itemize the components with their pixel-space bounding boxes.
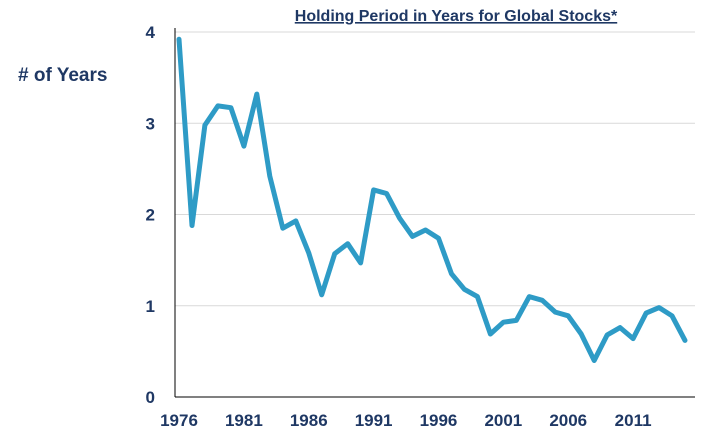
y-axis-label: # of Years xyxy=(18,65,107,86)
x-tick-label: 2001 xyxy=(484,411,522,430)
x-tick-label: 1996 xyxy=(420,411,458,430)
y-tick-label: 2 xyxy=(146,206,155,225)
y-tick-label: 3 xyxy=(146,114,155,133)
x-tick-label: 1976 xyxy=(160,411,198,430)
y-tick-label: 0 xyxy=(146,388,155,407)
y-tick-label: 1 xyxy=(146,297,155,316)
series-line-0 xyxy=(176,36,688,363)
x-tick-labels: 1976 1981 1986 1991 1996 2001 2006 2011 xyxy=(160,411,651,430)
chart-title: Holding Period in Years for Global Stock… xyxy=(295,8,618,25)
x-tick-label: 2006 xyxy=(549,411,587,430)
x-tick-label: 1986 xyxy=(290,411,328,430)
gridlines xyxy=(175,31,695,307)
series-layer xyxy=(176,36,688,363)
x-tick-label: 1991 xyxy=(355,411,393,430)
x-tick-label: 1981 xyxy=(225,411,263,430)
x-tick-label: 2011 xyxy=(615,411,652,430)
y-tick-labels: 0 1 2 3 4 xyxy=(146,23,156,407)
y-tick-label: 4 xyxy=(146,23,156,42)
